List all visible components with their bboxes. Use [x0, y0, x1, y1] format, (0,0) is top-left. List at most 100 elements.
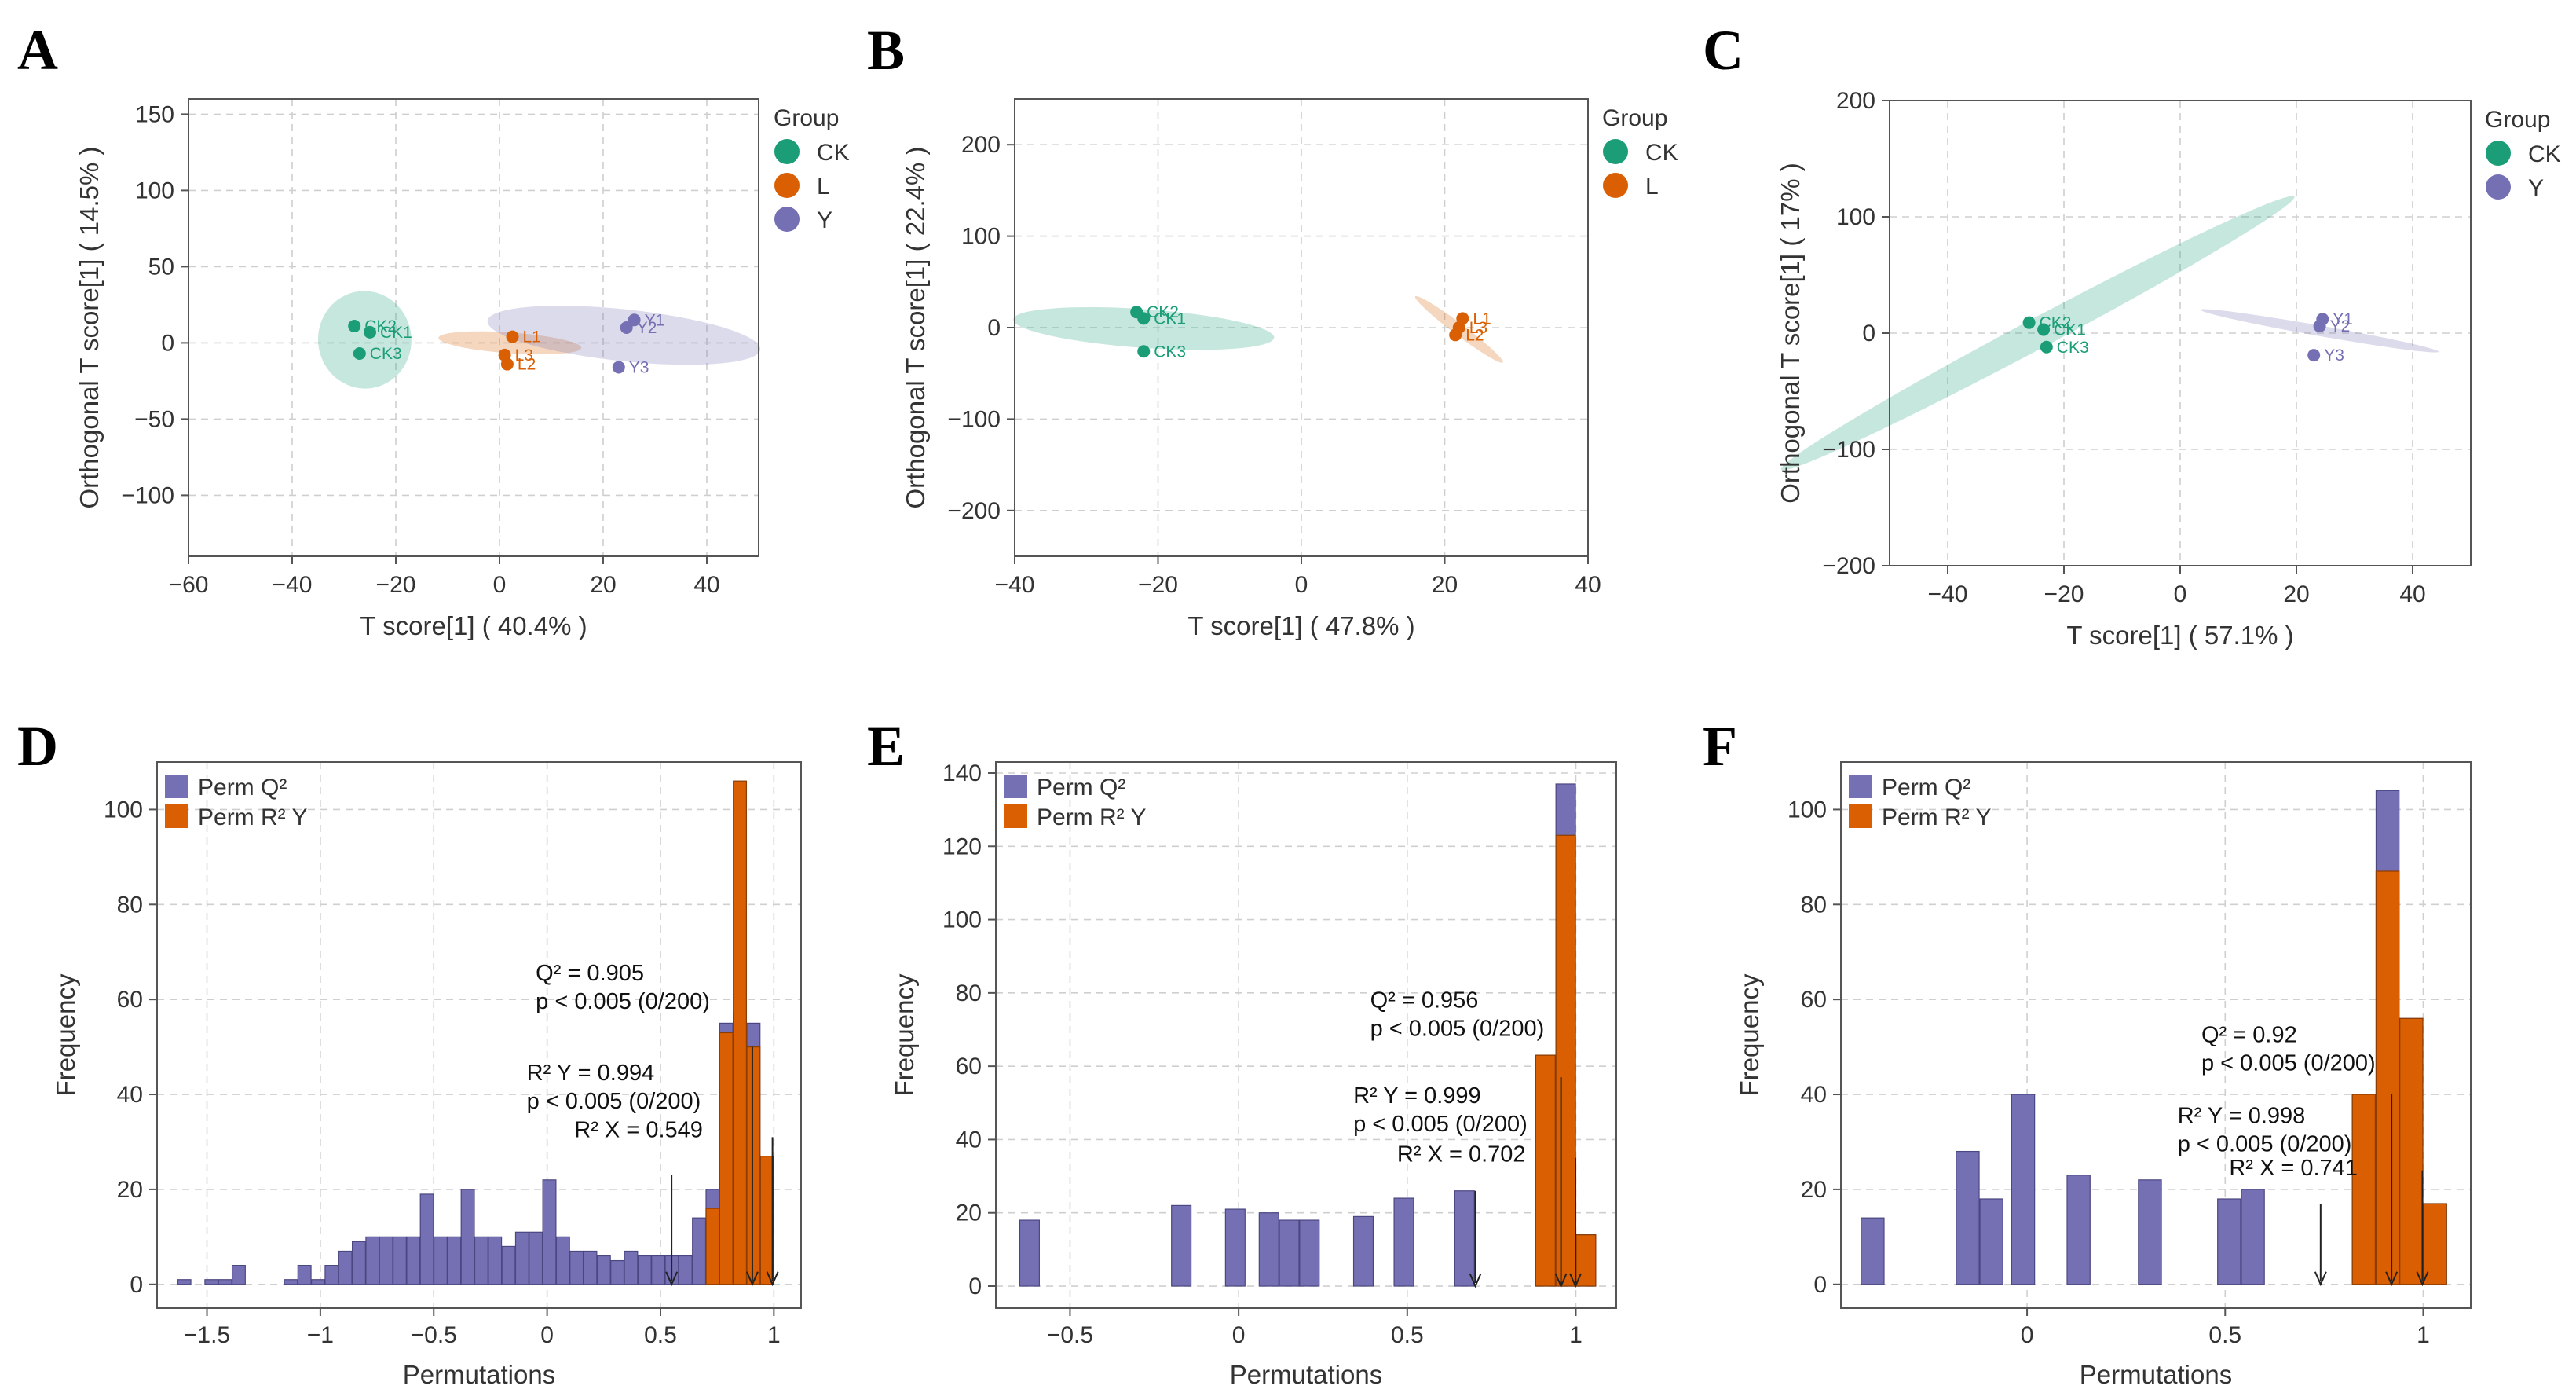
stat-annotation: R² Y = 0.999 — [1353, 1083, 1481, 1109]
q2-bar — [1394, 1198, 1414, 1286]
panel-letter: C — [1703, 19, 1744, 82]
y-axis-label: Frequency — [51, 973, 80, 1096]
q2-bar — [570, 1251, 584, 1284]
r2y-bar — [734, 781, 747, 1285]
legend-swatch-r2y — [1849, 804, 1872, 828]
stat-annotation: R² Y = 0.998 — [2178, 1103, 2306, 1128]
x-tick-label: −20 — [376, 572, 416, 598]
x-tick-label: 0 — [2021, 1322, 2034, 1348]
q2-bar — [2139, 1180, 2161, 1285]
x-tick-label: −40 — [273, 572, 313, 598]
q2-bar — [1279, 1220, 1299, 1286]
panel-letter: B — [867, 19, 905, 82]
legend-label: Perm R² Y — [198, 804, 307, 830]
point-label: Y3 — [629, 358, 649, 376]
q2-bar — [1019, 1220, 1039, 1286]
x-tick-label: −20 — [1138, 572, 1178, 598]
r2y-bar — [2400, 1018, 2423, 1284]
stat-annotation: R² X = 0.549 — [574, 1117, 703, 1142]
q2-bar — [543, 1180, 556, 1285]
legend-label: CK — [1645, 140, 1678, 166]
y-tick-label: 80 — [1801, 892, 1827, 918]
legend-marker-ck — [1603, 139, 1628, 164]
stat-annotation: p < 0.005 (0/200) — [1370, 1017, 1545, 1042]
legend-marker-y — [2486, 174, 2511, 200]
q2-bar — [177, 1280, 191, 1285]
x-tick-label: 0 — [2174, 581, 2187, 607]
legend-title: Group — [774, 105, 839, 131]
x-axis-label: Permutations — [403, 1360, 555, 1389]
y-tick-label: 0 — [1813, 1272, 1827, 1298]
point-label: Y2 — [2330, 317, 2351, 335]
y-tick-label: 40 — [956, 1127, 982, 1153]
y-tick-label: 20 — [117, 1177, 143, 1203]
legend-label: CK — [817, 140, 850, 166]
x-tick-label: −20 — [2044, 581, 2084, 607]
point-label: Y3 — [2324, 346, 2344, 365]
legend-swatch-q2 — [1849, 775, 1872, 798]
point-label: CK1 — [1154, 310, 1186, 328]
stat-annotation: R² Y = 0.994 — [527, 1061, 655, 1086]
y-tick-label: 20 — [1801, 1177, 1827, 1203]
q2-bar — [1225, 1209, 1245, 1286]
x-tick-label: −60 — [169, 572, 209, 598]
q2-bar — [298, 1266, 311, 1285]
q2-bar — [515, 1232, 529, 1284]
q2-bar — [488, 1237, 502, 1284]
panel-letter: F — [1703, 715, 1737, 778]
x-tick-label: 20 — [590, 572, 616, 598]
point-label: L2 — [1465, 326, 1484, 344]
legend-swatch-r2y — [165, 804, 188, 828]
x-tick-label: −0.5 — [1047, 1322, 1093, 1348]
x-tick-label: 0 — [1232, 1322, 1246, 1348]
point-label: CK1 — [380, 324, 412, 342]
r2y-bar — [2376, 871, 2399, 1285]
score-point-ck1 — [1137, 312, 1150, 324]
x-tick-label: −1 — [307, 1322, 334, 1348]
score-point-y2 — [2314, 320, 2326, 332]
x-axis-label: T score[1] ( 47.8% ) — [1187, 611, 1414, 640]
legend-marker-l — [1603, 173, 1628, 198]
y-tick-label: 100 — [942, 907, 982, 933]
y-tick-label: −100 — [121, 482, 174, 508]
q2-bar — [679, 1256, 692, 1285]
y-axis-label: Frequency — [890, 973, 919, 1096]
y-tick-label: 0 — [987, 315, 1001, 341]
y-tick-label: 120 — [942, 834, 982, 859]
q2-bar — [1861, 1218, 1884, 1285]
point-label: CK3 — [370, 345, 402, 363]
legend-label: Perm Q² — [198, 775, 287, 801]
stat-annotation: R² X = 0.741 — [2229, 1156, 2358, 1181]
q2-bar — [475, 1237, 488, 1284]
stat-annotation: R² X = 0.702 — [1397, 1142, 1526, 1167]
q2-bar — [434, 1237, 448, 1284]
q2-bar — [611, 1261, 624, 1285]
x-tick-label: 0 — [1295, 572, 1308, 598]
score-point-ck3 — [1137, 345, 1150, 357]
y-axis-label: Orthogonal T score[1] ( 22.4% ) — [901, 146, 930, 508]
stat-annotation: Q² = 0.92 — [2201, 1023, 2297, 1048]
y-tick-label: 200 — [961, 132, 1001, 158]
y-tick-label: 60 — [117, 987, 143, 1013]
y-tick-label: 0 — [161, 330, 174, 356]
r2y-bar — [747, 1047, 760, 1285]
q2-bar — [2241, 1189, 2264, 1285]
stat-annotation: p < 0.005 (0/200) — [2201, 1051, 2376, 1076]
x-tick-label: −0.5 — [411, 1322, 457, 1348]
q2-bar — [353, 1241, 366, 1284]
q2-bar — [461, 1189, 474, 1285]
x-axis-label: Permutations — [2080, 1360, 2232, 1389]
q2-bar — [2011, 1094, 2034, 1285]
stat-annotation: Q² = 0.905 — [536, 961, 644, 986]
r2y-bar — [719, 1032, 733, 1284]
q2-bar — [205, 1280, 218, 1285]
score-point-y3 — [2307, 349, 2320, 361]
legend-label: Perm R² Y — [1882, 804, 1991, 830]
x-tick-label: 0.5 — [644, 1322, 677, 1348]
legend-label: Perm Q² — [1037, 775, 1125, 801]
y-tick-label: 60 — [1801, 987, 1827, 1013]
y-tick-label: 100 — [135, 178, 174, 203]
perm-panel-E: E Q² = 0.956 p < 0.005 (0/200) R² Y = 0.999… — [867, 715, 1616, 1389]
x-tick-label: 20 — [1432, 572, 1458, 598]
